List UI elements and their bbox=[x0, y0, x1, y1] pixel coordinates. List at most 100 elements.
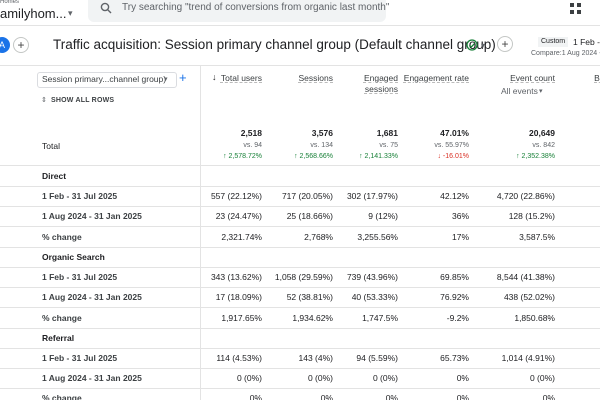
total-value: 2,518 bbox=[240, 128, 262, 138]
cell-value: 739 (43.96%) bbox=[346, 271, 398, 282]
cell-value: 23 (24.47%) bbox=[215, 211, 262, 222]
dimension-dropdown[interactable]: ▾ bbox=[164, 76, 168, 83]
total-compare: vs. 75 bbox=[379, 142, 398, 149]
total-value: 52.9 bbox=[572, 128, 600, 139]
group-name: Referral bbox=[42, 332, 75, 343]
cell-value: 0% bbox=[249, 393, 262, 400]
change-value: 2,141.33% bbox=[364, 153, 398, 160]
cell-value: 0% bbox=[542, 393, 555, 400]
column-header[interactable]: Sessions bbox=[298, 73, 334, 83]
search-placeholder: Try searching "trend of conversions from… bbox=[122, 2, 390, 13]
cell-value: 76.92% bbox=[440, 292, 469, 303]
show-all-rows[interactable]: SHOW ALL ROWS bbox=[51, 97, 115, 104]
cell-value: 17% bbox=[451, 231, 469, 242]
compare-range: Compare:1 Aug 2024 - bbox=[531, 50, 600, 57]
filter-dropdown: ▾ bbox=[539, 88, 543, 95]
event-filter[interactable]: All events bbox=[501, 86, 538, 96]
total-label: Total bbox=[42, 141, 60, 151]
cell-value: 1,058 (29.59%) bbox=[274, 271, 333, 282]
search-box[interactable] bbox=[88, 0, 386, 22]
cell-value: 30.1 bbox=[550, 272, 600, 283]
group-name: Direct bbox=[42, 171, 67, 181]
total-change: ↑ 2,578.72% bbox=[184, 151, 262, 162]
cell-value: 52 (38.81%) bbox=[286, 292, 333, 303]
cell-value: 2,321.74% bbox=[221, 231, 262, 242]
divider bbox=[0, 286, 600, 288]
cell-value: 36% bbox=[451, 211, 469, 222]
expand-icon: ⇕ bbox=[41, 97, 47, 104]
avatar[interactable]: A bbox=[0, 37, 10, 53]
total-value: 20,649 bbox=[529, 128, 555, 138]
divider bbox=[0, 65, 600, 66]
cell-value: 23.0 bbox=[550, 292, 600, 303]
divider bbox=[0, 226, 600, 228]
cell-value: 69.85% bbox=[440, 271, 469, 282]
column-header[interactable]: Total users bbox=[220, 73, 262, 83]
row-label: % change bbox=[42, 231, 82, 242]
status-icon bbox=[466, 39, 478, 51]
cell-value: 9 (12%) bbox=[368, 211, 398, 222]
sort-arrow: ↓ bbox=[212, 72, 217, 82]
divider bbox=[0, 206, 600, 207]
row-label: 1 Aug 2024 - 31 Jan 2025 bbox=[42, 373, 142, 384]
cell-value: 0% bbox=[550, 393, 600, 400]
add-button[interactable]: + bbox=[497, 36, 513, 52]
total-compare: vs. 94 bbox=[243, 142, 262, 149]
cell-value: 3,587.5% bbox=[519, 231, 555, 242]
column-divider bbox=[200, 65, 201, 400]
column-header[interactable]: Bounce rate bbox=[594, 73, 600, 83]
cell-value: 114 (4.53%) bbox=[216, 352, 262, 363]
cell-value: 17 (18.09%) bbox=[215, 292, 262, 303]
date-range[interactable]: 1 Feb - bbox=[573, 37, 600, 47]
group-name: Organic Search bbox=[42, 251, 105, 262]
row-label: 1 Aug 2024 - 31 Jan 2025 bbox=[42, 292, 142, 303]
cell-value: 0% bbox=[550, 373, 600, 384]
column-header[interactable]: Engaged sessions bbox=[363, 73, 398, 94]
row-label: 1 Feb - 31 Jul 2025 bbox=[42, 352, 118, 363]
total-change: ↓ -16.01% bbox=[391, 151, 469, 162]
cell-value: 717 (20.05%) bbox=[281, 191, 333, 201]
change-arrow: ↑ bbox=[294, 153, 300, 160]
divider bbox=[0, 186, 600, 187]
cell-value: 8,544 (41.38%) bbox=[496, 271, 555, 282]
account-label: Homes bbox=[0, 0, 20, 5]
change-value: 2,578.72% bbox=[228, 153, 262, 160]
search-icon bbox=[100, 2, 112, 14]
dimension-label: Session primary...channel group) bbox=[42, 74, 167, 84]
change-arrow: ↓ bbox=[437, 153, 443, 160]
cell-value: 438 (52.02%) bbox=[503, 292, 555, 303]
divider bbox=[0, 25, 600, 26]
cell-value: 65.73% bbox=[440, 352, 469, 363]
property-dropdown[interactable]: ▾ bbox=[68, 8, 73, 18]
dimension-select[interactable] bbox=[37, 72, 177, 88]
divider bbox=[0, 266, 600, 268]
divider bbox=[0, 246, 600, 248]
total-change: ↑ 20.3 bbox=[562, 151, 600, 162]
change-value: 2,352.38% bbox=[521, 153, 555, 160]
cell-value: 1,014 (4.91%) bbox=[501, 352, 555, 363]
change-value: -16.01% bbox=[442, 153, 469, 160]
title-dropdown[interactable]: ▾ bbox=[481, 41, 486, 50]
apps-icon[interactable] bbox=[570, 3, 582, 15]
cell-value: 1,747.5% bbox=[362, 312, 398, 323]
cell-value: 94 (5.59%) bbox=[356, 352, 398, 363]
cell-value: 30.6 bbox=[550, 313, 600, 324]
cell-value: 3,255.56% bbox=[357, 231, 398, 242]
cell-value: 6 bbox=[550, 211, 600, 222]
cell-value: 0 (0%) bbox=[236, 373, 262, 384]
cell-value: 0% bbox=[320, 393, 333, 400]
cell-value: 1,917.65% bbox=[221, 312, 262, 323]
cell-value: 0% bbox=[385, 393, 398, 400]
cell-value: 302 (17.97%) bbox=[346, 191, 398, 201]
property-name[interactable]: amilyhom... bbox=[0, 6, 67, 21]
add-comparison[interactable]: + bbox=[13, 37, 29, 53]
cell-value: 4,720 (22.86%) bbox=[496, 191, 555, 201]
change-arrow: ↑ bbox=[516, 153, 522, 160]
add-dimension[interactable]: + bbox=[179, 70, 187, 85]
total-compare: vs. 55.97% bbox=[434, 142, 469, 149]
total-value: 47.01% bbox=[440, 128, 469, 138]
column-header[interactable]: Event count bbox=[510, 73, 555, 83]
column-header[interactable]: Engagement rate bbox=[403, 73, 469, 83]
row-label: % change bbox=[42, 393, 82, 400]
